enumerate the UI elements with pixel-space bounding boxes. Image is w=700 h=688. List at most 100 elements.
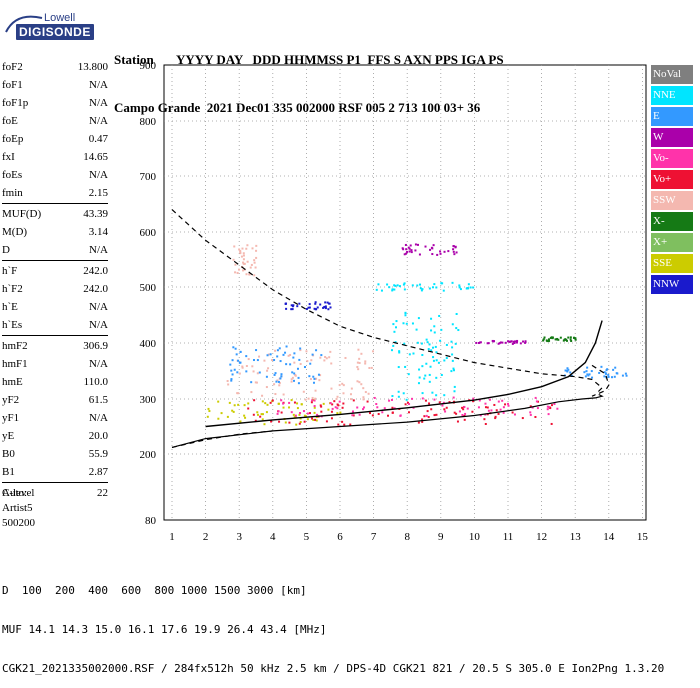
param-label: D: [2, 244, 10, 256]
echo-point: [362, 387, 365, 390]
auto-line: 500200: [2, 517, 35, 529]
echo-point: [430, 317, 433, 320]
echo-point: [315, 349, 318, 352]
echo-point: [247, 407, 250, 410]
echo-point: [280, 375, 283, 378]
echo-point: [471, 410, 474, 413]
echo-point: [435, 394, 438, 397]
echo-point: [314, 389, 317, 392]
echo-point: [483, 418, 486, 421]
echo-point: [392, 323, 395, 326]
echo-point: [232, 258, 235, 261]
echo-point: [417, 382, 420, 385]
echo-point: [233, 368, 236, 371]
param-label: M(D): [2, 226, 28, 238]
echo-point: [236, 271, 239, 274]
echo-point: [405, 398, 408, 401]
echo-point: [567, 336, 570, 339]
legend-item-nne: NNE: [651, 86, 693, 105]
x-tick-label: 14: [603, 531, 615, 543]
echo-point: [502, 406, 505, 409]
echo-point: [253, 261, 256, 264]
echo-point: [265, 411, 268, 414]
echo-point: [243, 262, 246, 265]
echo-point: [407, 411, 410, 414]
distance-label: D: [2, 584, 9, 597]
param-row: M(D) 3.14: [2, 223, 108, 241]
echo-point: [410, 251, 413, 254]
echo-point: [208, 410, 211, 413]
y-tick-label: 200: [140, 449, 157, 461]
echo-point: [440, 373, 443, 376]
echo-point: [300, 403, 303, 406]
echo-point: [390, 349, 393, 352]
echo-point: [330, 417, 333, 420]
echo-point: [277, 380, 280, 383]
echo-point: [591, 376, 594, 379]
echo-point: [484, 422, 487, 425]
echo-point: [383, 407, 386, 410]
echo-point: [430, 349, 433, 352]
distance-values: 100 200 400 600 800 1000 1500 3000 [km]: [8, 584, 307, 597]
param-label: foEp: [2, 133, 24, 145]
echo-point: [306, 412, 309, 415]
param-label: yF2: [2, 394, 20, 406]
legend-item-nnw: NNW: [651, 275, 693, 294]
echo-point: [363, 406, 366, 409]
dashed-trace-right: [591, 364, 610, 397]
echo-point: [238, 248, 241, 251]
autoscaling-info: Auto: Artist5 500200: [2, 486, 35, 531]
echo-point: [285, 307, 288, 310]
echo-point: [311, 417, 314, 420]
echo-point: [249, 266, 252, 269]
echo-point: [350, 387, 353, 390]
echo-point: [516, 339, 519, 342]
legend-item-vo-: Vo+: [651, 170, 693, 189]
echo-point: [251, 365, 254, 368]
echo-point: [433, 283, 436, 286]
echo-point: [534, 415, 537, 418]
echo-point: [232, 346, 235, 349]
echo-point: [298, 358, 301, 361]
param-row: C-level 22: [2, 484, 108, 502]
echo-point: [547, 413, 550, 416]
param-value: N/A: [89, 244, 108, 256]
param-row: foF1 N/A: [2, 76, 108, 94]
param-label: hmE: [2, 376, 23, 388]
echo-point: [231, 373, 234, 376]
echo-point: [226, 380, 229, 383]
echo-point: [247, 402, 250, 405]
param-separator: [2, 482, 108, 483]
echo-point: [393, 288, 396, 291]
echo-point: [245, 273, 248, 276]
echo-point: [292, 356, 295, 359]
echo-point: [319, 374, 322, 377]
echo-point: [250, 391, 253, 394]
echo-point: [432, 359, 435, 362]
param-value: N/A: [89, 97, 108, 109]
echo-point: [278, 384, 281, 387]
echo-point: [232, 410, 235, 413]
echo-point: [323, 359, 326, 362]
echo-point: [457, 329, 460, 332]
echo-point: [464, 412, 467, 415]
echo-point: [298, 422, 301, 425]
echo-point: [421, 365, 424, 368]
echo-point: [397, 366, 400, 369]
param-value: N/A: [89, 115, 108, 127]
echo-point: [513, 341, 516, 344]
echo-point: [290, 304, 293, 307]
echo-point: [443, 408, 446, 411]
echo-point: [429, 365, 432, 368]
echo-point: [292, 379, 295, 382]
echo-point: [494, 415, 497, 418]
echo-point: [427, 348, 430, 351]
echo-point: [296, 402, 299, 405]
echo-point: [458, 410, 461, 413]
echo-point: [315, 419, 318, 422]
param-label: fxI: [2, 151, 15, 163]
echo-point: [394, 341, 397, 344]
muf-values: 14.1 14.3 15.0 16.1 17.6 19.9 26.4 43.4 …: [21, 623, 327, 636]
echo-point: [251, 247, 254, 250]
echo-point: [358, 413, 361, 416]
